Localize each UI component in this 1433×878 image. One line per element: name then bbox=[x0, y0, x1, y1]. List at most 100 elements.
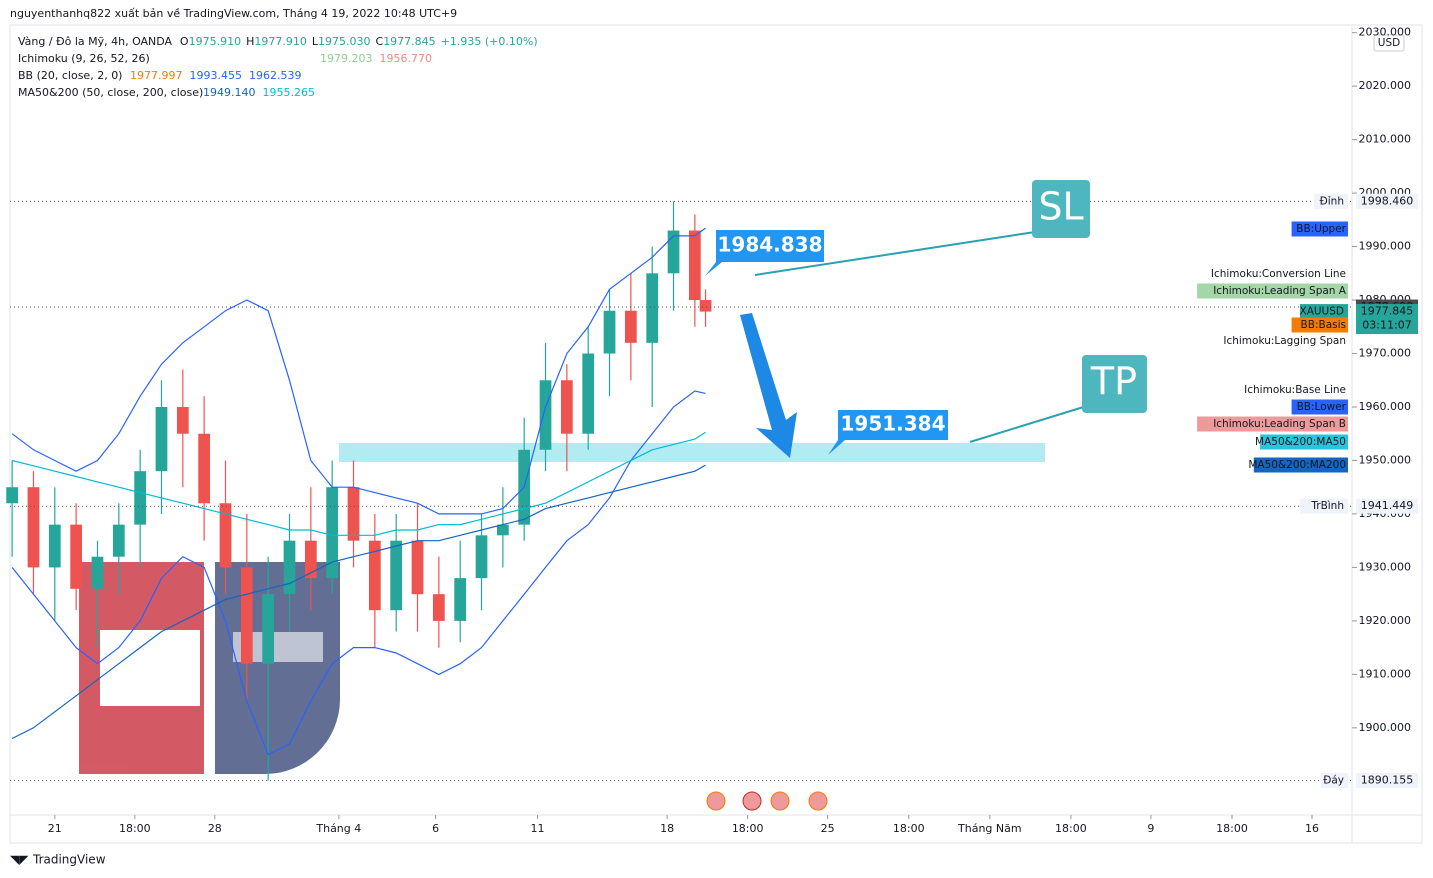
price-label: 1941.449 bbox=[1361, 499, 1414, 512]
ohlc-key: C bbox=[376, 35, 384, 48]
candle-body bbox=[112, 524, 125, 557]
price-name: TrBình bbox=[1310, 500, 1344, 512]
callout-text: 1984.838 bbox=[717, 233, 822, 257]
tp-line bbox=[969, 404, 1091, 443]
indicator-values: 1979.203 1956.770 bbox=[320, 52, 432, 65]
candle-body bbox=[91, 556, 104, 589]
event-icon bbox=[770, 791, 790, 811]
axis-tag-box bbox=[1291, 399, 1348, 415]
axis-tag: MA50&200:MA200 bbox=[1248, 459, 1346, 471]
candle-body bbox=[624, 310, 637, 343]
indicator-value: 1962.539 bbox=[249, 69, 302, 82]
x-tick-label: 16 bbox=[1305, 822, 1319, 835]
callout bbox=[828, 410, 948, 455]
candle-body bbox=[240, 567, 253, 664]
candle-body bbox=[134, 471, 147, 525]
candle-body bbox=[667, 230, 680, 274]
price-name-box bbox=[1321, 772, 1348, 788]
candle-body bbox=[496, 524, 509, 536]
candle-body bbox=[390, 540, 403, 611]
y-tick-label: 2010.000 bbox=[1359, 133, 1412, 146]
indicator-name: Ichimoku (9, 26, 52, 26) bbox=[18, 52, 150, 65]
x-tick-label: 21 bbox=[48, 822, 62, 835]
axis-tag: MA50&200:MA50 bbox=[1255, 436, 1346, 448]
candle-body bbox=[689, 230, 701, 301]
axis-tag: Ichimoku:Leading Span A bbox=[1213, 285, 1347, 297]
ohlc-value: 1975.030 bbox=[318, 35, 371, 48]
candle-body bbox=[646, 273, 659, 343]
symbol: Vàng / Đô la Mỹ, 4h, OANDA bbox=[18, 35, 173, 48]
indicator-value: 1955.265 bbox=[263, 86, 316, 99]
indicator-value: 1993.455 bbox=[190, 69, 243, 82]
countdown: 03:11:07 bbox=[1362, 319, 1411, 332]
x-tick-label: 18 bbox=[660, 822, 674, 835]
price-name-box bbox=[1300, 304, 1348, 320]
axis-tag-box bbox=[1253, 457, 1348, 473]
price-label-box bbox=[1356, 193, 1418, 209]
y-tick-label: 2030.000 bbox=[1359, 26, 1412, 39]
event-icons bbox=[706, 791, 828, 811]
candle-body bbox=[198, 433, 211, 504]
sl-box bbox=[1032, 180, 1090, 238]
event-icon bbox=[742, 791, 762, 811]
indicator-line bbox=[11, 390, 706, 756]
price-name-box bbox=[1300, 498, 1348, 514]
publisher: nguyenthanhq822 xuất bản về TradingView.… bbox=[10, 7, 457, 20]
down-arrow bbox=[740, 313, 797, 458]
indicator-values: 1977.997 1993.455 1962.539 bbox=[130, 69, 302, 82]
candle-body bbox=[539, 380, 552, 450]
indicator-line bbox=[11, 431, 706, 536]
price-label: 1890.155 bbox=[1361, 773, 1414, 786]
ohlc-key: H bbox=[246, 35, 254, 48]
x-tick-label: Tháng Năm bbox=[957, 822, 1022, 835]
candle-body bbox=[347, 487, 360, 541]
logo-c-gap bbox=[100, 630, 200, 706]
axis-tag: Ichimoku:Leading Span B bbox=[1213, 418, 1346, 430]
y-tick-label: 1990.000 bbox=[1359, 240, 1412, 253]
candle-body bbox=[219, 503, 232, 568]
ohlc-value: 1977.845 bbox=[383, 35, 436, 48]
indicator-value: 1949.140 bbox=[203, 86, 256, 99]
candle-body bbox=[6, 487, 19, 504]
x-tick-label: 25 bbox=[821, 822, 835, 835]
candle-body bbox=[699, 300, 712, 312]
x-tick-label: 28 bbox=[208, 822, 222, 835]
axis-tag-box bbox=[1291, 317, 1348, 333]
candle-body bbox=[475, 535, 488, 579]
candle-body bbox=[560, 380, 573, 434]
candle-body bbox=[411, 540, 424, 595]
sl-line bbox=[754, 231, 1036, 276]
tp-box bbox=[1082, 355, 1147, 413]
axis-tag-box bbox=[1197, 416, 1348, 432]
price-label-box bbox=[1356, 304, 1418, 335]
event-icon bbox=[706, 791, 726, 811]
y-tick-label: 1960.000 bbox=[1359, 400, 1412, 413]
x-tick-label: 6 bbox=[432, 822, 439, 835]
price-label: 1977.845 bbox=[1361, 305, 1414, 318]
footer-logo: ◥◤ bbox=[10, 853, 29, 867]
candle-body bbox=[27, 487, 40, 568]
plot bbox=[6, 32, 1357, 819]
indicator-value: 1977.997 bbox=[130, 69, 183, 82]
sl-label: SL bbox=[1038, 185, 1083, 229]
indicator-value: 1956.770 bbox=[380, 52, 433, 65]
candle-body bbox=[283, 540, 296, 595]
price-name-box bbox=[1314, 193, 1348, 209]
frame bbox=[9, 24, 1423, 844]
price-label-box bbox=[1356, 498, 1418, 514]
footer: TradingView bbox=[32, 853, 106, 867]
indicator-values: 1949.140 1955.265 bbox=[203, 86, 315, 99]
indicator-name: MA50&200 (50, close, 200, close) bbox=[18, 86, 203, 99]
price-label-box bbox=[1356, 772, 1418, 788]
y-tick-label: 1900.000 bbox=[1359, 721, 1412, 734]
y-tick-label: 1920.000 bbox=[1359, 614, 1412, 627]
y-tick-label: 1950.000 bbox=[1359, 453, 1412, 466]
axis-tag: BB:Upper bbox=[1296, 223, 1346, 235]
candle-body bbox=[582, 353, 595, 434]
change: +1.935 (+0.10%) bbox=[441, 35, 538, 48]
currency-box bbox=[1373, 34, 1405, 52]
event-icon bbox=[808, 791, 828, 811]
tp-label: TP bbox=[1090, 360, 1137, 404]
x-tick-label: 18:00 bbox=[1055, 822, 1087, 835]
